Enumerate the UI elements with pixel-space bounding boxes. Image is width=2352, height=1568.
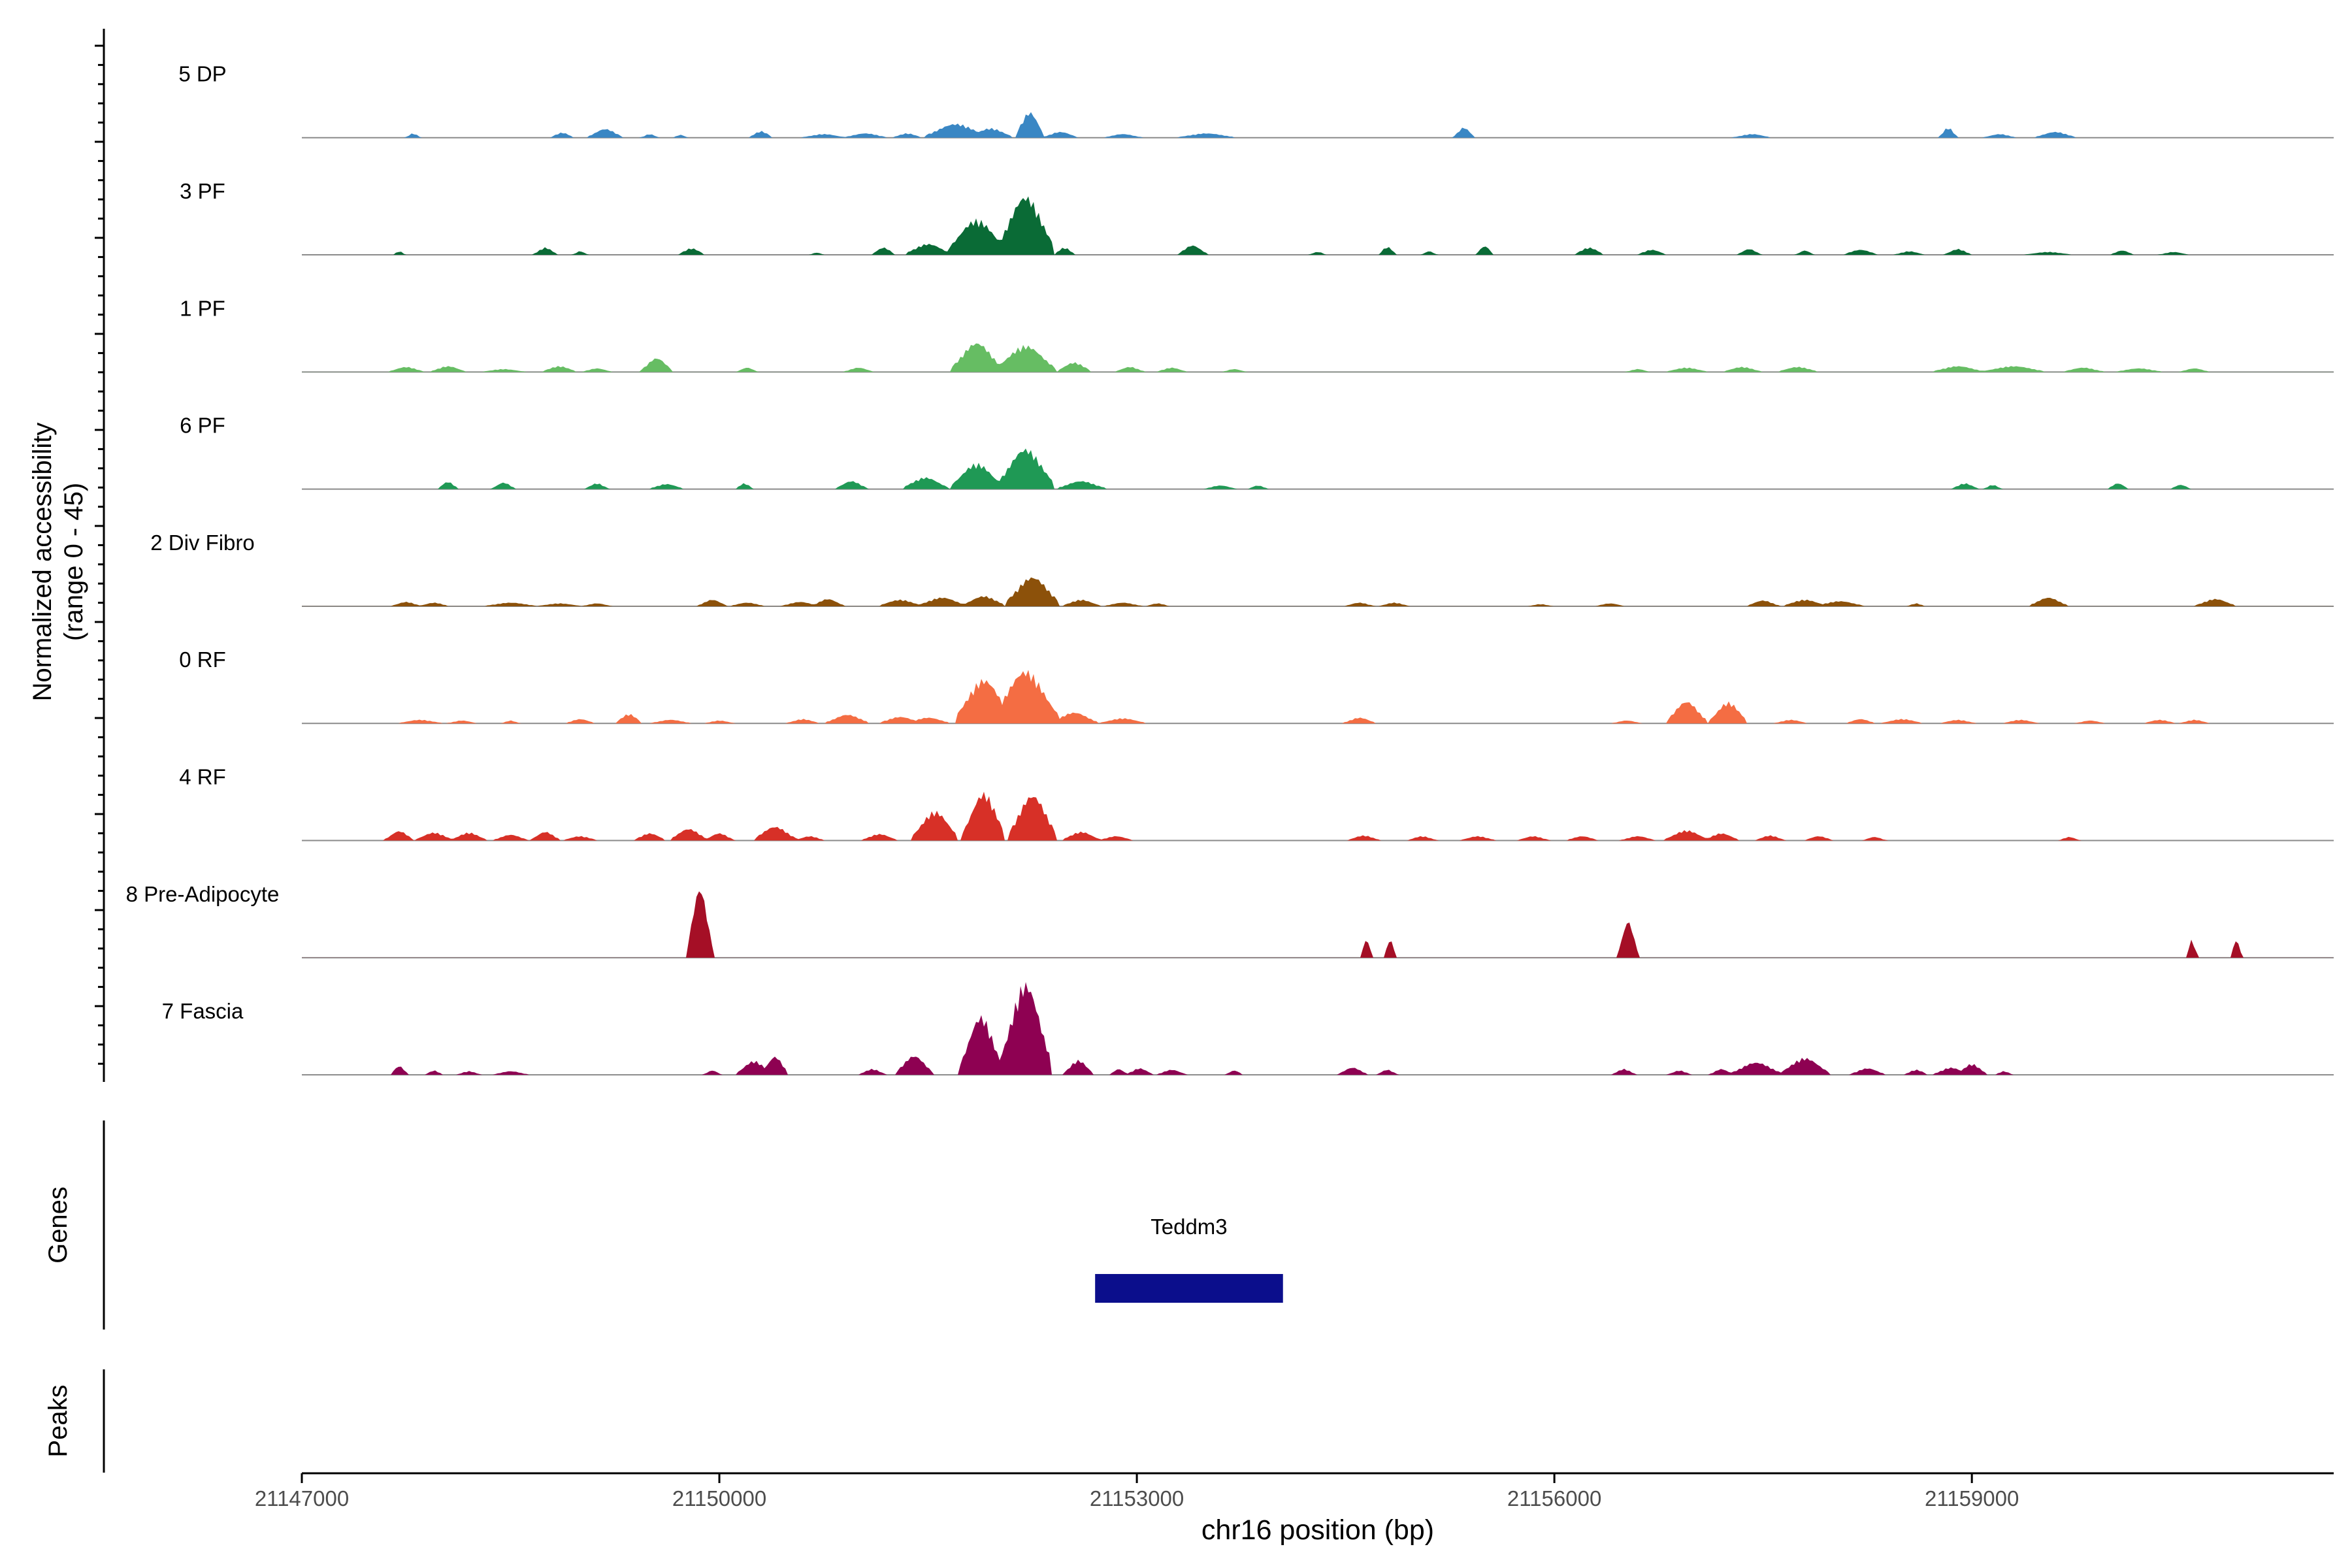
x-axis-tick-label: 21150000 [672, 1486, 766, 1511]
x-axis-tick-label: 21156000 [1507, 1486, 1601, 1511]
track-label: 7 Fascia [162, 999, 244, 1023]
coverage-track: 4 RF [179, 764, 2334, 841]
track-label: 6 PF [180, 414, 225, 438]
coverage-y-axis [95, 29, 105, 1082]
coverage-track: 6 PF [180, 414, 2334, 490]
x-axis-tick-label: 21159000 [1925, 1486, 2019, 1511]
genes-panel-label: Genes [44, 1186, 73, 1264]
x-axis-tick-label: 21147000 [255, 1486, 349, 1511]
coverage-track: 1 PF [180, 296, 2334, 373]
coverage-area [302, 670, 2334, 724]
coverage-area [302, 791, 2334, 841]
coverage-area [302, 448, 2334, 489]
coverage-track: 7 Fascia [162, 982, 2334, 1076]
coverage-area [302, 196, 2334, 255]
coverage-area [302, 982, 2334, 1075]
coverage-y-label-line2: (range 0 - 45) [59, 483, 88, 641]
genes-panel: Genes Teddm3 [44, 1120, 1283, 1330]
coverage-area [302, 577, 2334, 606]
track-label: 3 PF [180, 179, 225, 203]
x-axis-tick-label: 21153000 [1090, 1486, 1184, 1511]
coverage-area [302, 112, 2334, 138]
track-label: 4 RF [179, 764, 226, 789]
peaks-panel-label: Peaks [44, 1384, 73, 1457]
track-label: 8 Pre-Adipocyte [126, 882, 280, 906]
coverage-track: 2 Div Fibro [150, 531, 2334, 607]
track-label: 0 RF [179, 647, 226, 672]
coverage-y-ticks [95, 44, 104, 1065]
coverage-track: 8 Pre-Adipocyte [126, 882, 2334, 958]
track-label: 1 PF [180, 296, 225, 320]
gene-body [1095, 1274, 1283, 1303]
x-axis-ticks: 21147000 21150000 21153000 21156000 21159000 [255, 1473, 2019, 1511]
track-label: 2 Div Fibro [150, 531, 255, 555]
x-axis-title: chr16 position (bp) [1201, 1514, 1434, 1546]
coverage-track: 5 DP [178, 62, 2334, 139]
gene-label: Teddm3 [1151, 1215, 1227, 1239]
x-axis: 21147000 21150000 21153000 21156000 21159000… [255, 1472, 2334, 1546]
gene-annotations: Teddm3 [1095, 1215, 1283, 1303]
coverage-area [302, 891, 2334, 958]
peaks-panel: Peaks [44, 1369, 105, 1473]
coverage-area [302, 343, 2334, 372]
coverage-y-label-line1: Normalized accessibility [28, 423, 57, 702]
coverage-track: 0 RF [179, 647, 2334, 725]
track-label: 5 DP [178, 62, 226, 86]
coverage-track: 3 PF [180, 179, 2334, 256]
coverage-tracks: 5 DP 3 PF 1 PF 6 PF 2 Div Fibro 0 RF 4 RF 8 Pre… [126, 62, 2334, 1076]
